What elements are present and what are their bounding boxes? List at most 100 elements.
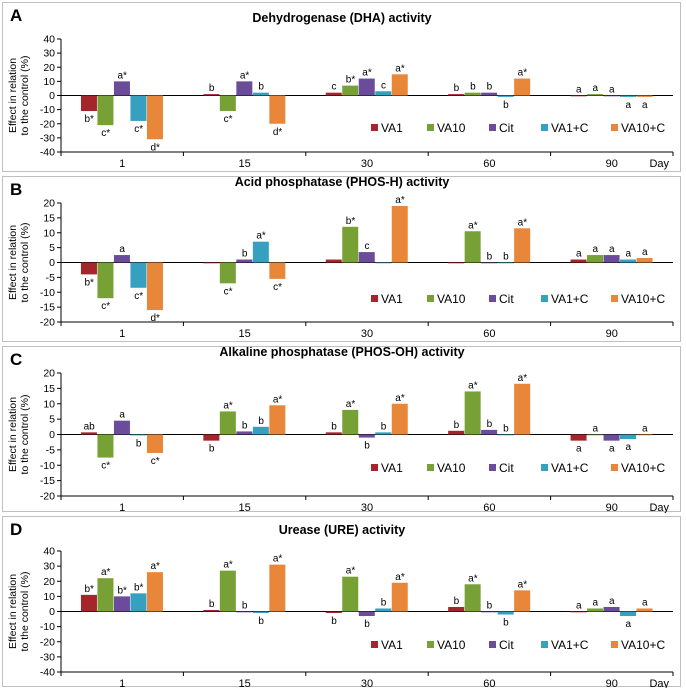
data-label: b (209, 599, 215, 610)
y-tick-label: 20 (43, 198, 55, 210)
data-label: a (576, 444, 582, 455)
bar (481, 611, 498, 613)
y-tick-label: -20 (40, 317, 55, 329)
data-label: b* (117, 585, 127, 596)
bar (514, 228, 531, 263)
data-label: b (258, 416, 264, 427)
panel-d: D Urease (URE) activity Effect in relatio… (2, 516, 681, 688)
x-axis-label: Day (649, 678, 669, 688)
data-label: c* (134, 291, 143, 302)
bar (448, 94, 465, 96)
bar (236, 81, 253, 96)
data-label: a* (518, 217, 528, 228)
bar (636, 95, 653, 97)
data-label: b (503, 424, 509, 435)
bar (146, 434, 163, 453)
bar (342, 85, 359, 96)
y-tick-label: -5 (46, 272, 55, 284)
bar (97, 262, 114, 299)
legend-swatch (489, 295, 496, 302)
data-label: a (626, 100, 632, 111)
data-label: b (331, 616, 337, 627)
bar (464, 391, 481, 435)
data-label: b (242, 601, 248, 612)
data-label: ab (84, 421, 96, 432)
y-tick-label: 10 (43, 398, 55, 410)
legend-swatch (611, 464, 618, 471)
bar (375, 262, 392, 264)
data-label: a (642, 100, 648, 111)
bar (587, 255, 604, 263)
data-label: b* (346, 216, 356, 227)
legend-swatch (489, 464, 496, 471)
legend-label: VA10+C (621, 121, 665, 135)
panel-label: B (10, 180, 23, 199)
data-label: b (258, 616, 264, 627)
y-tick-label: 0 (49, 429, 55, 441)
y-tick-label: -40 (40, 667, 55, 679)
data-label: b (209, 83, 215, 94)
legend-label: Cit (499, 292, 514, 306)
data-label: c* (273, 282, 282, 293)
legend-label: VA10 (437, 638, 466, 652)
y-tick-label: 40 (43, 34, 55, 46)
data-label: a* (240, 70, 250, 81)
bar (603, 606, 620, 612)
bar (113, 81, 130, 96)
bar (620, 611, 637, 617)
y-tick-label: 20 (43, 576, 55, 588)
bar (130, 262, 147, 288)
bar (464, 92, 481, 96)
bar (252, 611, 269, 614)
data-label: b (470, 82, 476, 93)
data-label: b (503, 618, 509, 629)
bar (146, 95, 163, 140)
bar (236, 259, 253, 263)
legend-swatch (489, 641, 496, 648)
data-label: b (364, 441, 370, 452)
y-axis-label: to the control (%) (19, 572, 31, 652)
bar (603, 434, 620, 441)
legend-swatch (611, 641, 618, 648)
data-label: b (331, 421, 337, 432)
x-tick-label: 15 (238, 328, 250, 340)
data-label: a* (223, 560, 233, 571)
bar (325, 432, 342, 435)
data-label: b (503, 100, 509, 111)
legend-label: VA10 (437, 461, 466, 475)
data-label: b (503, 252, 509, 263)
data-label: d* (273, 127, 283, 138)
legend-label: VA1+C (551, 638, 589, 652)
data-label: a* (150, 561, 160, 572)
legend-label: Cit (499, 121, 514, 135)
bar (497, 95, 514, 97)
data-label: b (487, 601, 493, 612)
data-label: a (576, 601, 582, 612)
bar (269, 564, 286, 612)
y-tick-label: 10 (43, 227, 55, 239)
bar (375, 91, 392, 96)
bar (80, 95, 97, 112)
chart-title: Acid phosphatase (PHOS-H) activity (235, 177, 450, 189)
bar (130, 434, 147, 436)
bar (203, 434, 220, 441)
bar (80, 594, 97, 612)
legend-swatch (427, 295, 434, 302)
y-tick-label: 10 (43, 591, 55, 603)
data-label: b (381, 421, 387, 432)
data-label: c (381, 80, 386, 91)
data-label: b* (84, 277, 94, 288)
bar (391, 403, 408, 435)
legend-swatch (541, 124, 548, 131)
bar (97, 578, 114, 612)
legend-label: VA10 (437, 121, 466, 135)
data-label: c* (151, 456, 160, 467)
bar (358, 78, 375, 96)
x-tick-label: 30 (361, 328, 373, 340)
y-tick-label: 15 (43, 383, 55, 395)
chart-title: Urease (URE) activity (279, 523, 405, 537)
bar (325, 92, 342, 96)
y-tick-label: -30 (40, 132, 55, 144)
legend-swatch (371, 124, 378, 131)
bar (636, 434, 653, 436)
